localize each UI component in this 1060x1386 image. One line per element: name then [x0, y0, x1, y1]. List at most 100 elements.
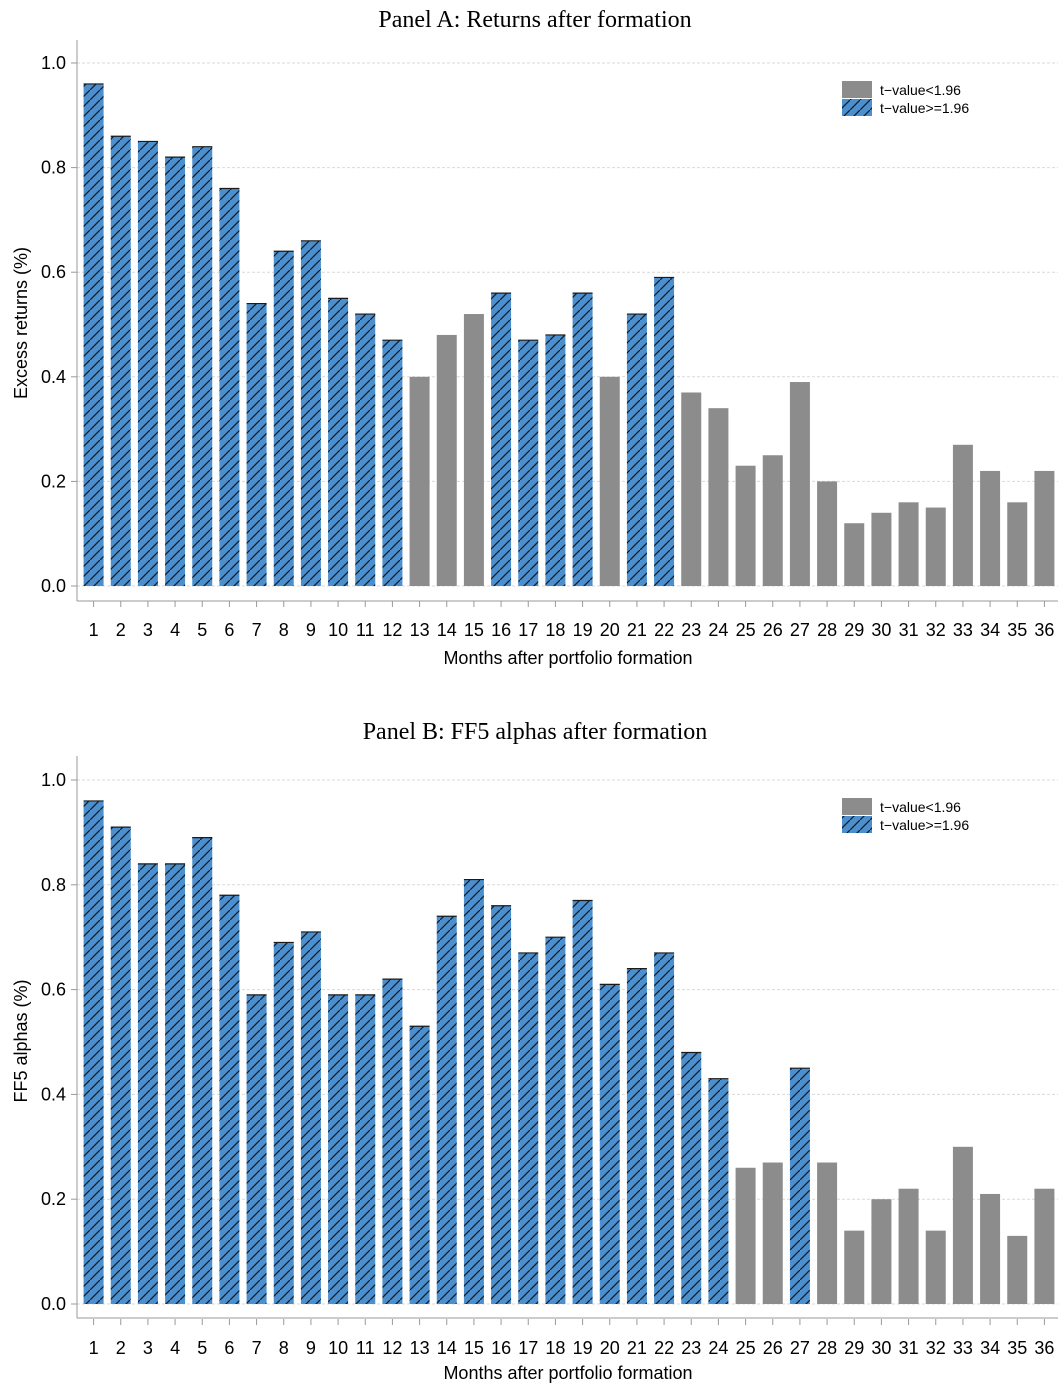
- bar-significant: [545, 937, 566, 1304]
- x-tick-label: 22: [654, 620, 674, 640]
- x-tick-label: 18: [545, 1338, 565, 1358]
- bar-significant: [599, 984, 620, 1304]
- bar-insignificant: [762, 455, 783, 586]
- bar-insignificant: [708, 408, 729, 586]
- bar-significant: [165, 863, 186, 1304]
- x-tick-label: 36: [1034, 620, 1054, 640]
- legend-swatch-insignificant: [842, 81, 872, 98]
- bar-insignificant: [898, 1188, 919, 1304]
- x-tick-label: 17: [518, 620, 538, 640]
- x-tick-label: 33: [953, 620, 973, 640]
- bar-insignificant: [789, 382, 810, 586]
- x-tick-label: 2: [116, 1338, 126, 1358]
- bar-significant: [246, 994, 267, 1304]
- x-tick-label: 1: [89, 1338, 99, 1358]
- panel-a-legend: t−value<1.96 t−value>=1.96: [842, 81, 969, 116]
- bar-significant: [518, 340, 539, 586]
- bar-significant: [382, 979, 403, 1304]
- x-tick-label: 19: [573, 620, 593, 640]
- bar-significant: [273, 251, 294, 586]
- bar-significant: [110, 136, 131, 586]
- x-tick-label: 28: [817, 1338, 837, 1358]
- x-tick-label: 5: [197, 1338, 207, 1358]
- x-tick-label: 28: [817, 620, 837, 640]
- x-tick-label: 3: [143, 620, 153, 640]
- bar-insignificant: [817, 481, 838, 586]
- bar-insignificant: [952, 444, 973, 586]
- x-tick-label: 7: [252, 1338, 262, 1358]
- bar-significant: [681, 1052, 702, 1304]
- panel-a-y-label: Excess returns (%): [11, 247, 31, 399]
- y-tick-label: 0.2: [41, 471, 66, 491]
- y-tick-label: 1.0: [41, 53, 66, 73]
- bar-insignificant: [735, 465, 756, 586]
- panel-a-gridlines: [77, 62, 1058, 587]
- panel-b: Panel B: FF5 alphas after formation 0.00…: [11, 719, 1058, 1383]
- x-tick-label: 14: [437, 620, 457, 640]
- panel-a-x-ticks: 1 2 3 4 5 6 7 8 9 10 11 12 13 14 15 16 17 18 19 20 21 22 23 24 2…: [89, 601, 1054, 640]
- x-tick-label: 29: [844, 620, 864, 640]
- bar-insignificant: [952, 1146, 973, 1304]
- panel-a-y-ticks: 0.0 0.2 0.4 0.6 0.8 1.0: [41, 53, 77, 596]
- legend-label-insignificant: t−value<1.96: [880, 799, 961, 815]
- x-tick-label: 6: [224, 1338, 234, 1358]
- x-tick-label: 16: [491, 1338, 511, 1358]
- x-tick-label: 19: [573, 1338, 593, 1358]
- legend-swatch-significant: [842, 99, 872, 116]
- x-tick-label: 3: [143, 1338, 153, 1358]
- bar-significant: [83, 800, 104, 1304]
- bar-insignificant: [463, 314, 484, 586]
- x-tick-label: 18: [545, 620, 565, 640]
- bar-significant: [626, 314, 647, 586]
- x-tick-label: 34: [980, 620, 1000, 640]
- bar-significant: [192, 837, 213, 1304]
- legend-label-significant: t−value>=1.96: [880, 100, 969, 116]
- bar-insignificant: [925, 507, 946, 586]
- bar-significant: [626, 968, 647, 1304]
- panel-a-x-label: Months after portfolio formation: [443, 648, 692, 668]
- x-tick-label: 25: [736, 1338, 756, 1358]
- x-tick-label: 15: [464, 620, 484, 640]
- x-tick-label: 31: [899, 1338, 919, 1358]
- x-tick-label: 5: [197, 620, 207, 640]
- bar-significant: [83, 83, 104, 587]
- y-tick-label: 0.8: [41, 875, 66, 895]
- bar-significant: [518, 952, 539, 1304]
- bar-insignificant: [980, 470, 1001, 586]
- y-tick-label: 0.8: [41, 158, 66, 178]
- bar-insignificant: [762, 1162, 783, 1304]
- x-tick-label: 23: [681, 620, 701, 640]
- bar-significant: [273, 942, 294, 1304]
- panel-a: Panel A: Returns after formation 0.00.20…: [11, 7, 1058, 668]
- x-tick-label: 20: [600, 1338, 620, 1358]
- panel-b-x-label: Months after portfolio formation: [443, 1363, 692, 1383]
- x-tick-label: 8: [279, 1338, 289, 1358]
- x-tick-label: 36: [1034, 1338, 1054, 1358]
- bar-significant: [246, 303, 267, 586]
- x-tick-label: 13: [410, 620, 430, 640]
- bar-insignificant: [681, 392, 702, 586]
- x-tick-label: 22: [654, 1338, 674, 1358]
- bar-insignificant: [1034, 1188, 1055, 1304]
- panel-b-bars: [83, 800, 1055, 1304]
- bar-insignificant: [599, 376, 620, 586]
- bar-significant: [137, 141, 158, 586]
- panel-a-title: Panel A: Returns after formation: [378, 7, 691, 33]
- bar-insignificant: [1034, 470, 1055, 586]
- bar-significant: [300, 931, 321, 1304]
- x-tick-label: 12: [382, 620, 402, 640]
- x-tick-label: 11: [356, 1338, 375, 1358]
- x-tick-label: 9: [306, 620, 316, 640]
- x-tick-label: 1: [89, 620, 99, 640]
- x-tick-label: 2: [116, 620, 126, 640]
- y-tick-label: 0.6: [41, 262, 66, 282]
- legend-swatch-insignificant: [842, 798, 872, 815]
- bar-significant: [328, 994, 349, 1304]
- bar-significant: [491, 293, 512, 586]
- legend-swatch-significant: [842, 816, 872, 833]
- bar-insignificant: [980, 1193, 1001, 1304]
- bar-significant: [219, 188, 240, 586]
- bar-significant: [572, 293, 593, 586]
- panel-b-title: Panel B: FF5 alphas after formation: [363, 719, 708, 745]
